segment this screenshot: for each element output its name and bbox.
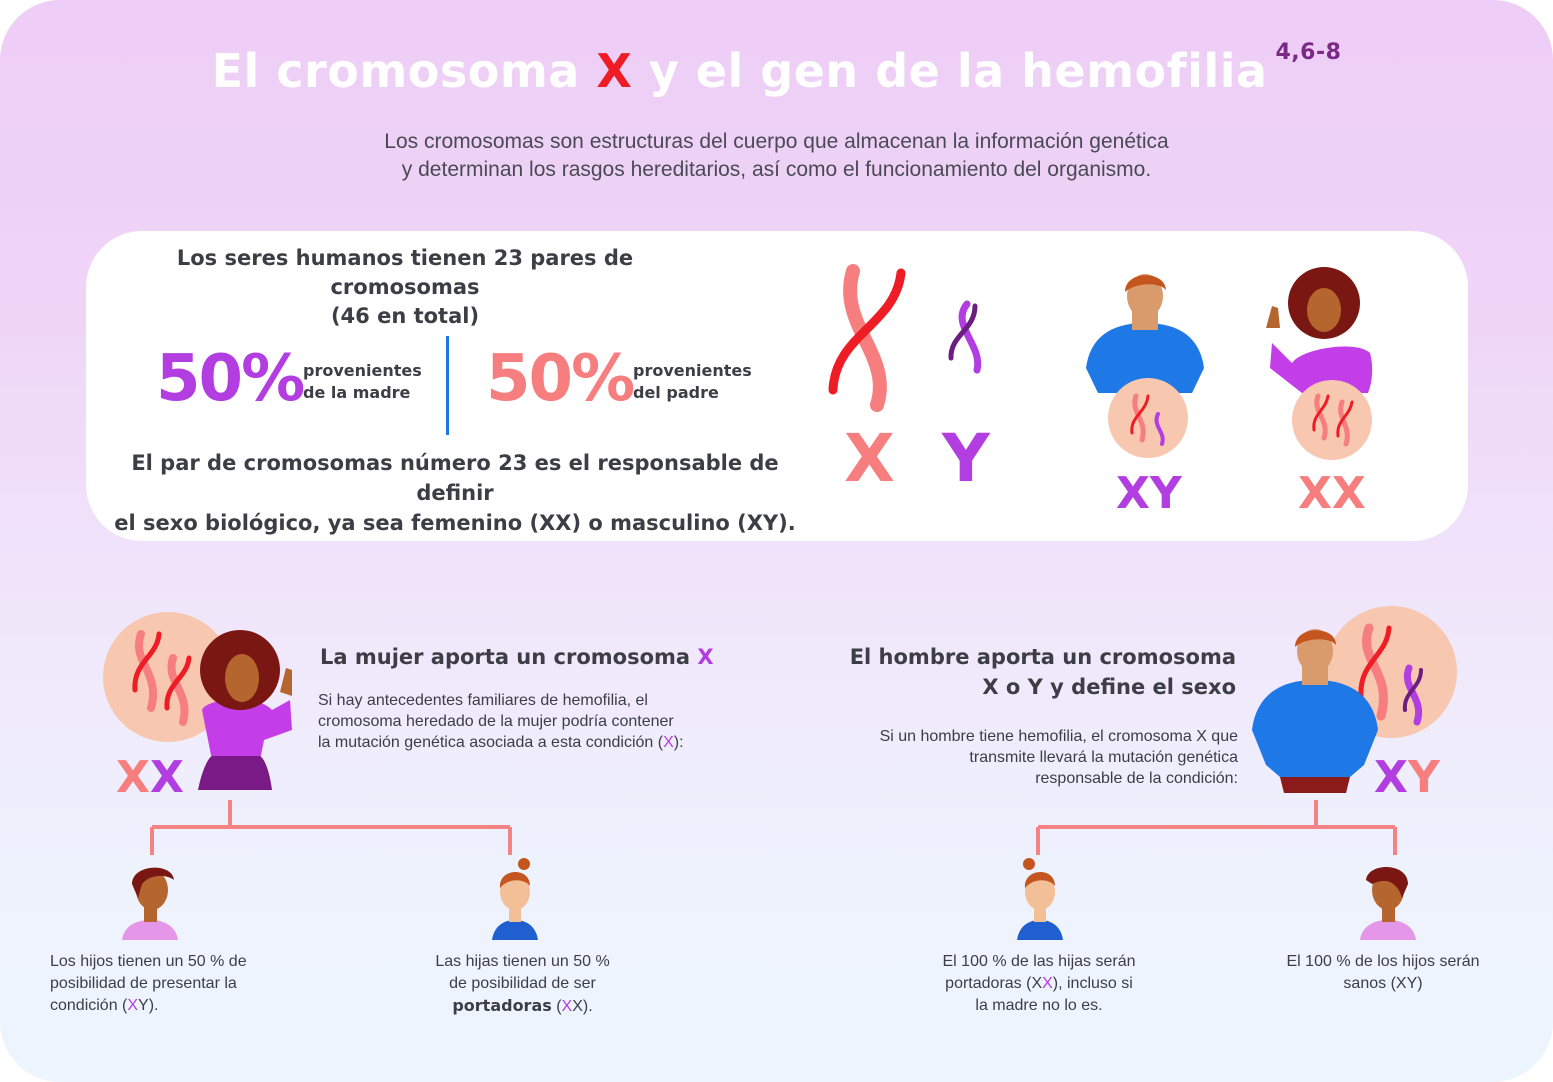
man-son-caption: El 100 % de los hijos serán sanos (XY) <box>1286 953 1480 992</box>
son-figure-icon <box>1360 866 1416 940</box>
title-x-highlight: X <box>596 44 633 98</box>
daughter-figure-icon <box>492 858 538 940</box>
man-heading: El hombre aporta un cromosoma X o Y y de… <box>849 645 1236 699</box>
xx-cell-icon <box>1292 380 1372 460</box>
mother-percent: 50% <box>156 342 305 416</box>
woman-daughter-caption: Las hijas tienen un 50 % de posibilidad … <box>435 953 610 1015</box>
woman-description: Si hay antecedentes familiares de hemofi… <box>318 692 684 751</box>
woman-heading: La mujer aporta un cromosoma X <box>320 645 714 669</box>
woman-figure-icon <box>198 630 292 790</box>
father-label: provenientes del padre <box>633 361 752 402</box>
man-figure-icon <box>1252 629 1378 793</box>
page-title: El cromosoma X y el gen de la hemofilia 4… <box>211 40 1342 98</box>
x-chromosome-icon <box>828 264 906 412</box>
chromosome-x-label: X <box>844 420 895 497</box>
female-figure-icon <box>1266 267 1373 393</box>
chromosome-y-label: Y <box>942 420 990 497</box>
son-figure-icon <box>122 867 178 940</box>
xy-cell-icon <box>1108 378 1188 458</box>
man-description: Si un hombre tiene hemofilia, el cromoso… <box>879 728 1238 787</box>
card-footer: El par de cromosomas número 23 es el res… <box>114 451 796 535</box>
woman-son-caption: Los hijos tienen un 50 % de posibilidad … <box>50 953 247 1014</box>
percent-divider <box>446 336 449 435</box>
man-daughter-caption: El 100 % de las hijas serán portadoras (… <box>942 953 1136 1014</box>
card-heading: Los seres humanos tienen 23 pares de cro… <box>176 246 634 328</box>
chromosome-facts-card <box>86 231 1468 541</box>
y-chromosome-icon <box>948 300 982 374</box>
mother-label: provenientes de la madre <box>303 361 422 402</box>
father-percent: 50% <box>486 342 635 416</box>
woman-cell-icon <box>103 612 233 742</box>
title-reference: 4,6-8 <box>1275 40 1342 65</box>
female-chromosome-label: XX <box>1298 468 1366 519</box>
male-figure-icon <box>1086 274 1204 393</box>
male-chromosome-label: XY <box>1116 468 1182 519</box>
intro-text: Los cromosomas son estructuras del cuerp… <box>384 130 1169 181</box>
man-xy-label: XY <box>1374 752 1440 803</box>
daughter-figure-icon <box>1017 858 1063 940</box>
woman-xx-label: XX <box>116 752 184 803</box>
